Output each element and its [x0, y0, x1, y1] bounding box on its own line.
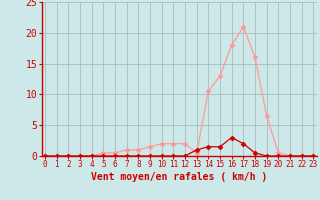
- X-axis label: Vent moyen/en rafales ( km/h ): Vent moyen/en rafales ( km/h ): [91, 172, 267, 182]
